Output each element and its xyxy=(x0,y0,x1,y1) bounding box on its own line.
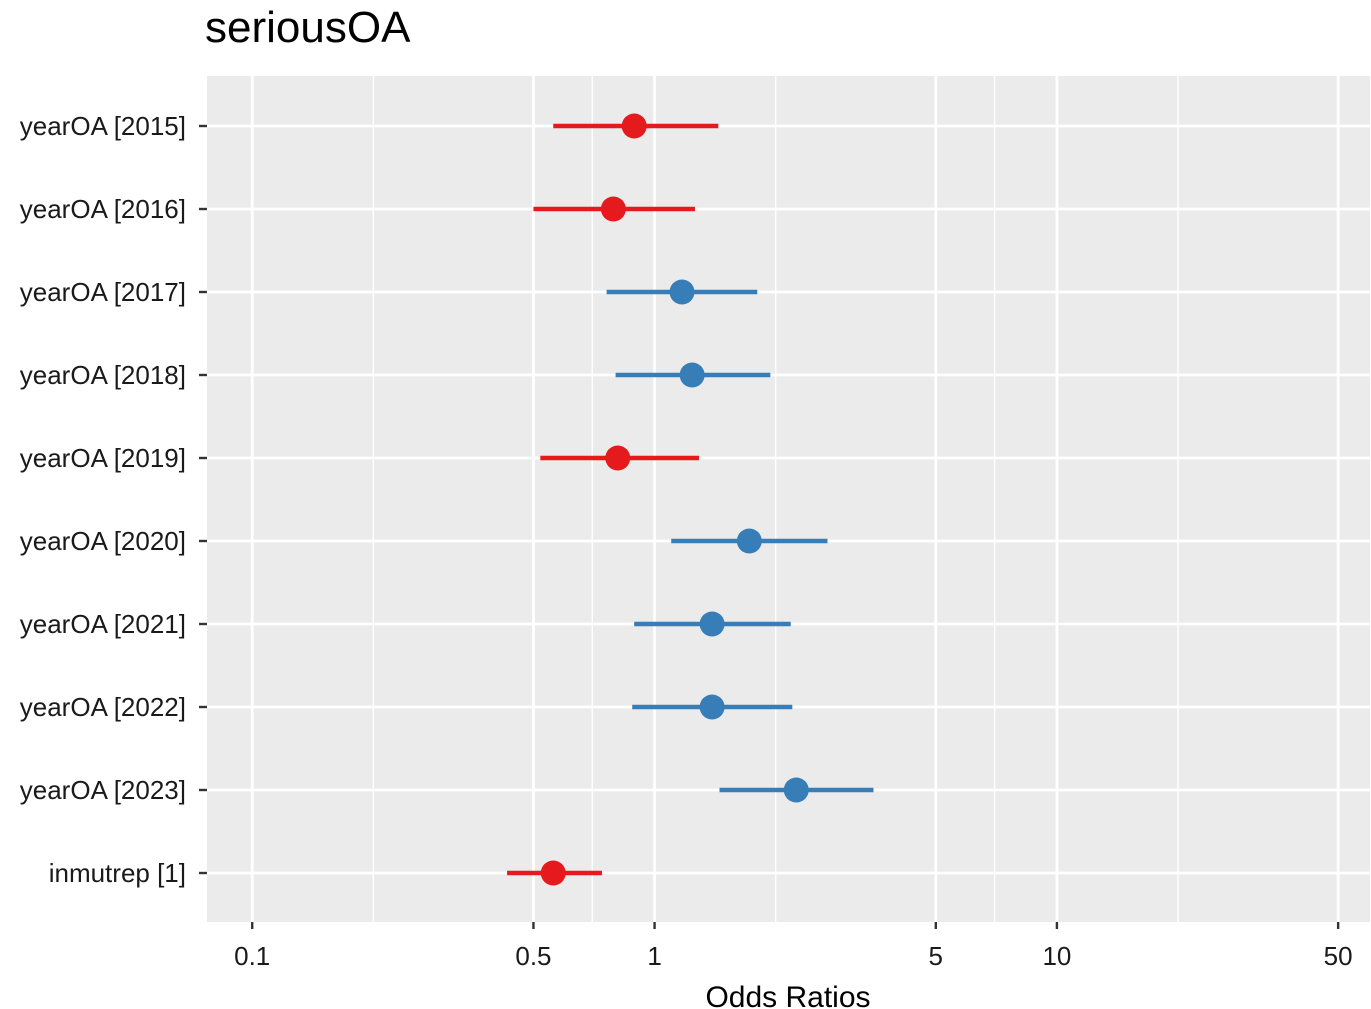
y-tick-label: yearOA [2016] xyxy=(20,194,186,224)
y-tick-label: yearOA [2018] xyxy=(20,360,186,390)
y-tick-label: yearOA [2019] xyxy=(20,443,186,473)
odds-ratio-point xyxy=(699,694,725,720)
x-tick-label: 5 xyxy=(929,941,943,971)
y-tick-label: yearOA [2023] xyxy=(20,775,186,805)
odds-ratio-point xyxy=(669,279,695,305)
odds-ratio-point xyxy=(621,113,647,139)
y-axis: yearOA [2015] yearOA [2016] yearOA [2017] y… xyxy=(20,111,207,888)
x-tick-label: 10 xyxy=(1042,941,1071,971)
y-tick-label: inmutrep [1] xyxy=(49,858,186,888)
x-tick-label: 1 xyxy=(647,941,661,971)
x-axis: 0.1 0.5 1 5 10 50 xyxy=(234,922,1353,971)
minor-gridlines xyxy=(372,76,1179,922)
odds-ratio-point xyxy=(540,860,566,886)
odds-ratio-point xyxy=(679,362,705,388)
odds-ratio-point xyxy=(783,777,809,803)
odds-ratio-point xyxy=(699,611,725,637)
y-tick-label: yearOA [2022] xyxy=(20,692,186,722)
x-tick-label: 0.5 xyxy=(515,941,551,971)
y-tick-label: yearOA [2017] xyxy=(20,277,186,307)
chart-title: seriousOA xyxy=(205,3,411,52)
odds-ratio-point xyxy=(736,528,762,554)
y-tick-label: yearOA [2015] xyxy=(20,111,186,141)
major-gridlines xyxy=(207,76,1370,922)
odds-ratio-point xyxy=(605,445,631,471)
term-rows xyxy=(507,113,874,886)
x-tick-label: 50 xyxy=(1324,941,1353,971)
odds-ratio-point xyxy=(600,196,626,222)
y-tick-label: yearOA [2021] xyxy=(20,609,186,639)
x-tick-label: 0.1 xyxy=(234,941,270,971)
x-axis-label: Odds Ratios xyxy=(705,981,870,1009)
y-tick-label: yearOA [2020] xyxy=(20,526,186,556)
